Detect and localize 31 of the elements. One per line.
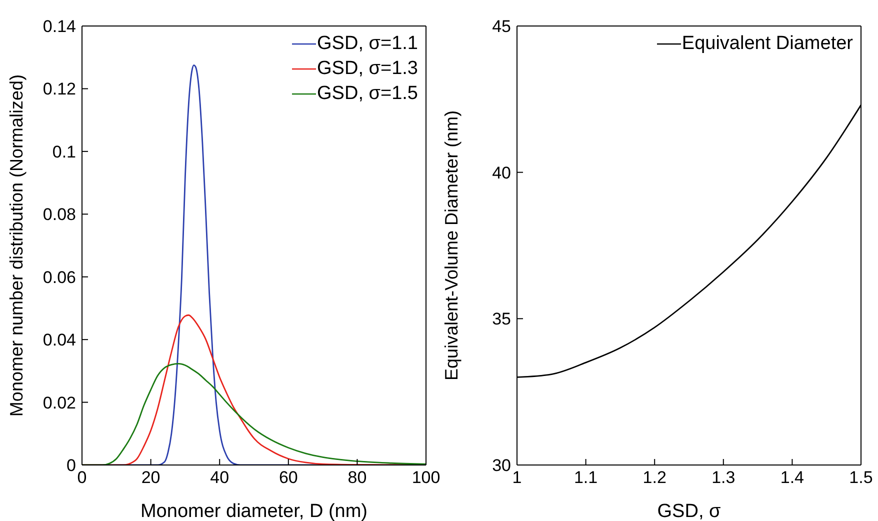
y-axis-title: Monomer number distribution (Normalized) bbox=[6, 74, 26, 417]
y-tick-label: 0 bbox=[66, 456, 76, 476]
y-tick-label: 0.1 bbox=[52, 142, 76, 162]
y-tick-label: 0.02 bbox=[42, 393, 76, 412]
legend-label: GSD, σ=1.3 bbox=[317, 57, 418, 81]
x-axis-title: Monomer diameter, D (nm) bbox=[140, 501, 368, 521]
x-tick-label: 20 bbox=[141, 468, 160, 488]
x-tick-label: 1.4 bbox=[780, 468, 804, 488]
y-tick-label: 0.08 bbox=[42, 205, 76, 224]
y-tick-label: 0.04 bbox=[42, 330, 76, 350]
x-tick-label: 40 bbox=[210, 468, 230, 488]
x-tick-label: 1.2 bbox=[642, 468, 666, 488]
legend-label: Equivalent Diameter bbox=[682, 32, 853, 56]
legend-label: GSD, σ=1.1 bbox=[317, 32, 418, 56]
y-tick-label: 0.06 bbox=[42, 268, 76, 287]
x-tick-label: 80 bbox=[348, 468, 367, 488]
x-tick-label: 1.5 bbox=[849, 468, 873, 488]
x-tick-label: 60 bbox=[278, 468, 298, 488]
x-tick-label: 1.1 bbox=[574, 468, 598, 488]
y-tick-label: 35 bbox=[492, 310, 511, 329]
y-tick-label: 40 bbox=[492, 163, 511, 182]
y-tick-label: 45 bbox=[492, 17, 511, 36]
y-tick-label: 0.14 bbox=[42, 17, 76, 36]
x-tick-label: 1 bbox=[512, 468, 522, 488]
y-tick-label: 30 bbox=[492, 456, 511, 476]
x-axis-title: GSD, σ bbox=[657, 501, 721, 521]
y-axis-title: Equivalent-Volume Diameter (nm) bbox=[441, 110, 462, 381]
x-tick-label: 100 bbox=[412, 468, 440, 488]
legend-label: GSD, σ=1.5 bbox=[317, 82, 418, 106]
x-tick-label: 1.3 bbox=[712, 468, 736, 488]
y-tick-label: 0.12 bbox=[42, 80, 76, 99]
